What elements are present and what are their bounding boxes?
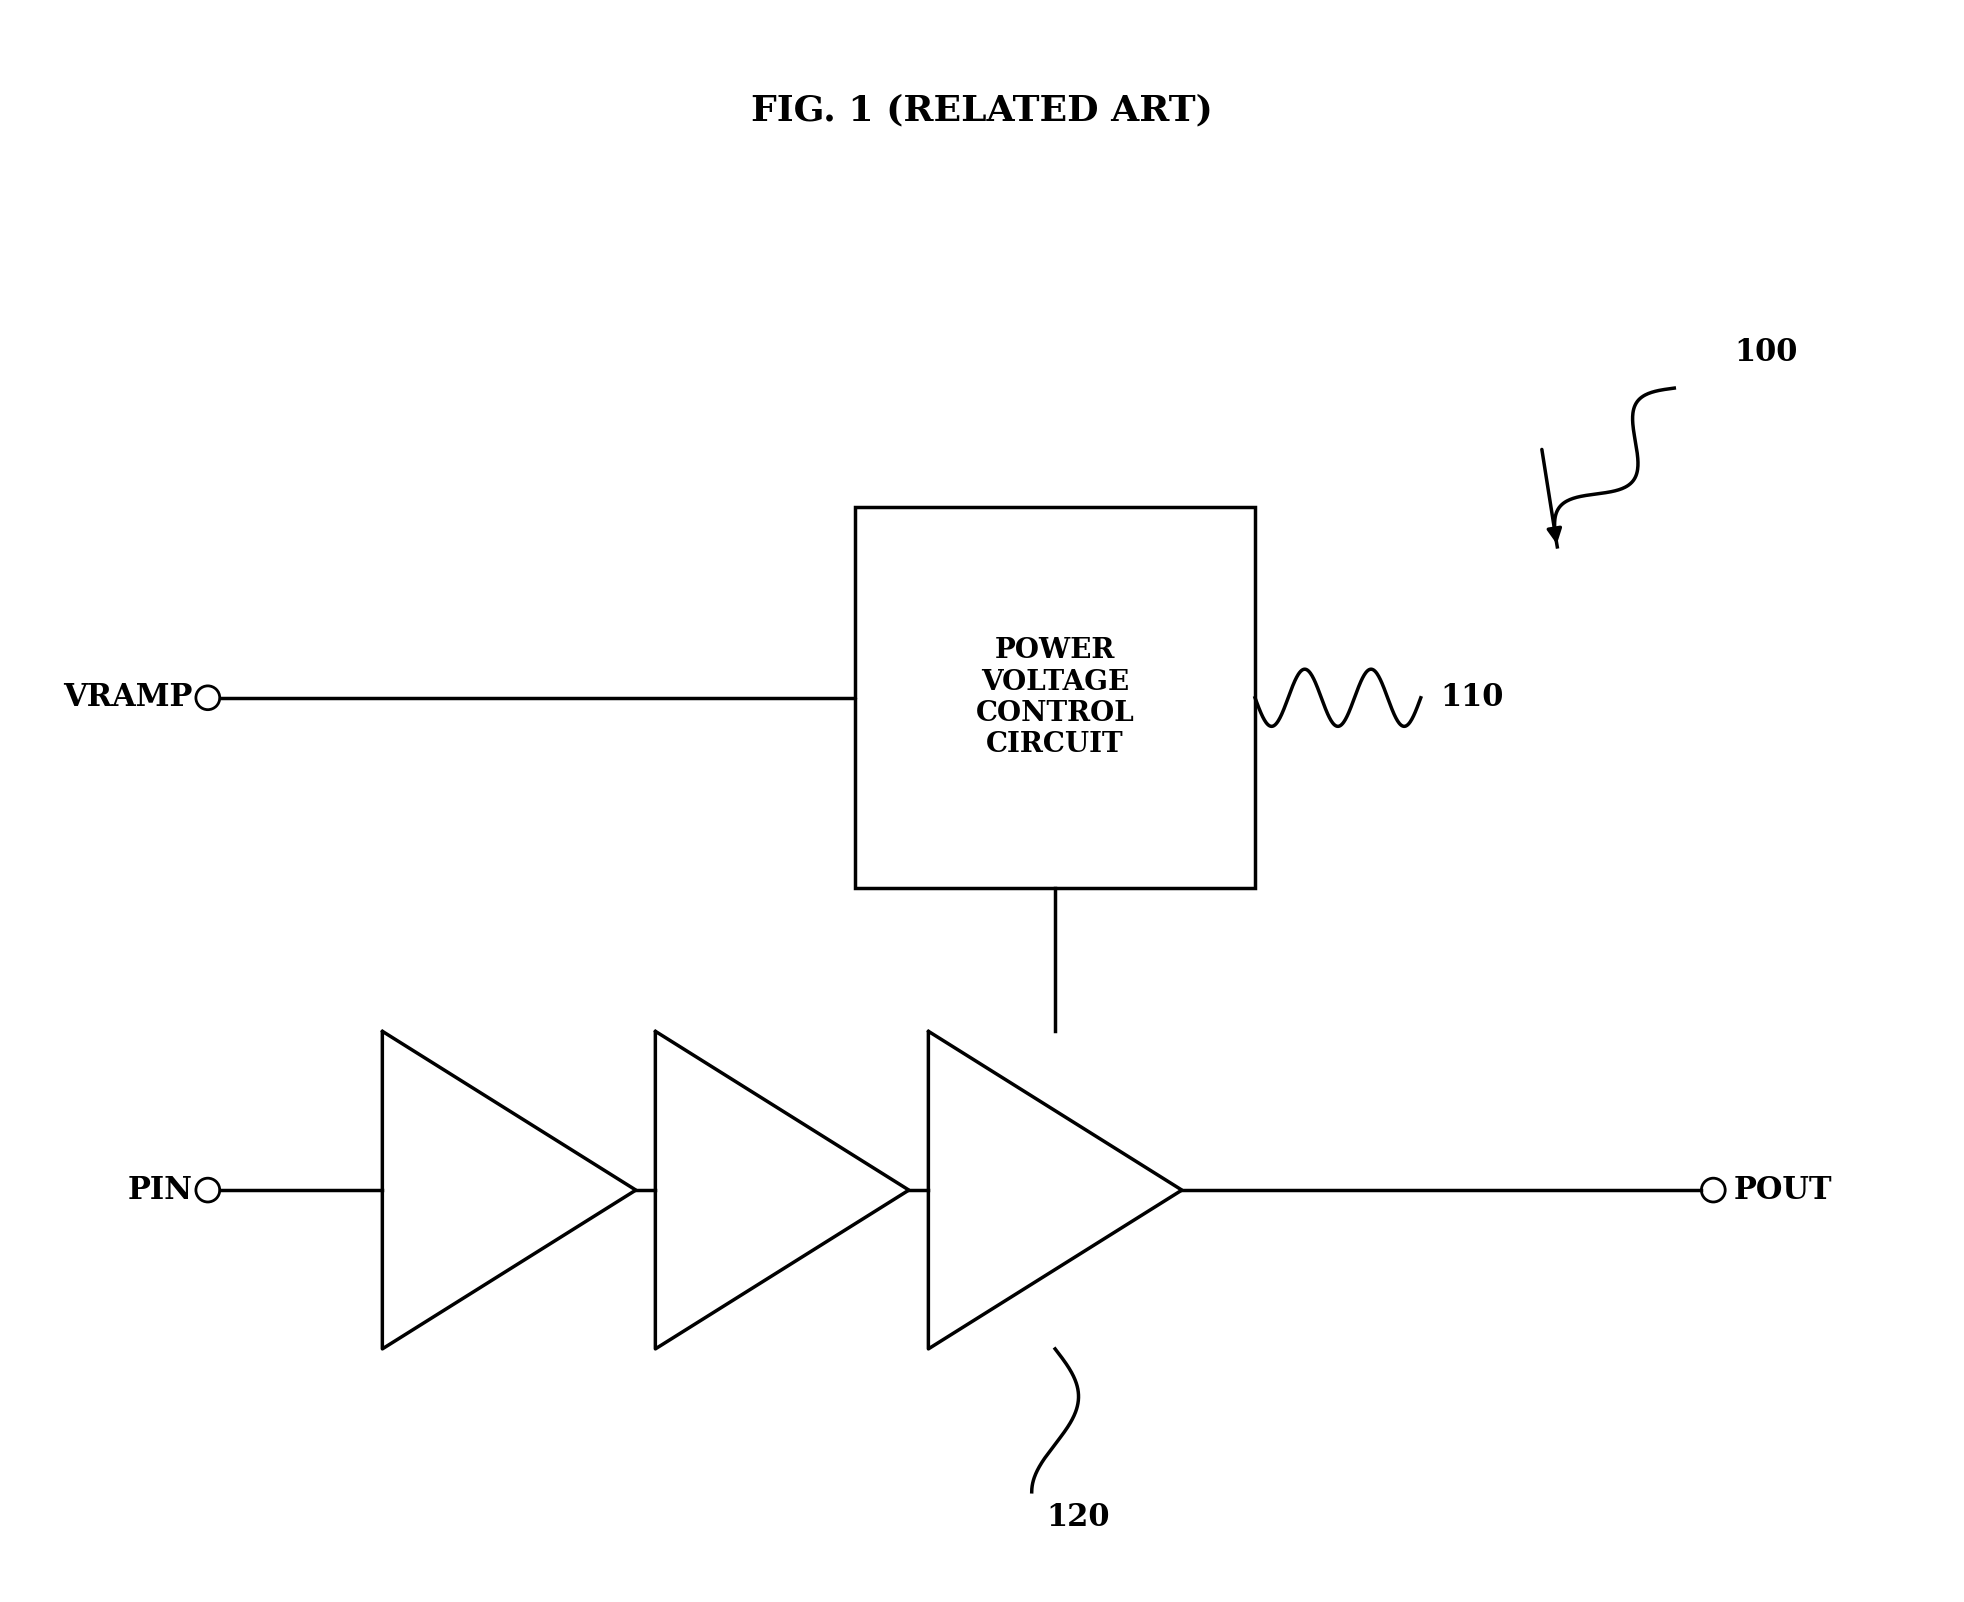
Bar [854,508,1255,889]
Text: POWER
VOLTAGE
CONTROL
CIRCUIT: POWER VOLTAGE CONTROL CIRCUIT [976,638,1135,758]
Text: FIG. 1 (RELATED ART): FIG. 1 (RELATED ART) [750,93,1214,127]
Text: PIN: PIN [128,1174,192,1206]
Text: 100: 100 [1734,338,1797,368]
Text: POUT: POUT [1732,1174,1832,1206]
Text: 120: 120 [1047,1501,1110,1533]
Text: 110: 110 [1442,682,1504,713]
Text: VRAMP: VRAMP [63,682,192,713]
